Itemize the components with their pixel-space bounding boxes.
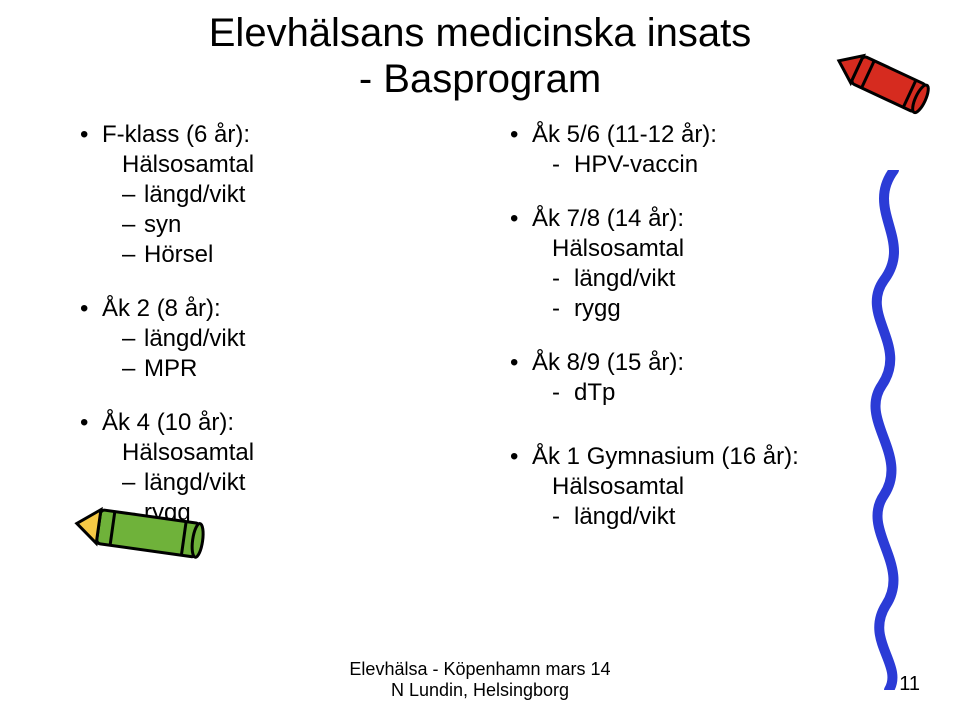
sub-item: - dTp (552, 378, 900, 408)
heading-text: Åk 2 (8 år): (102, 294, 221, 324)
sub-item: –MPR (122, 354, 470, 384)
dash-icon: - (552, 264, 574, 294)
dash-icon: – (122, 354, 144, 384)
sub-text: längd/vikt (144, 324, 245, 354)
sub-item: Hälsosamtal (552, 472, 900, 502)
heading-text: F-klass (6 år): (102, 120, 250, 150)
sub-text: längd/vikt (574, 264, 675, 294)
footer-line-2: N Lundin, Helsingborg (391, 680, 569, 700)
title-line-1: Elevhälsans medicinska insats (209, 11, 751, 55)
crayon-red-icon (820, 36, 940, 151)
slide: Elevhälsans medicinska insats - Basprogr… (0, 0, 960, 720)
heading-text: Åk 5/6 (11-12 år): (532, 120, 717, 150)
sub-item: –längd/vikt (122, 180, 470, 210)
sub-item: –längd/vikt (122, 324, 470, 354)
sub-item: –syn (122, 210, 470, 240)
bullet-dot-icon: • (80, 408, 102, 438)
bullet-ak89: • Åk 8/9 (15 år): (510, 348, 900, 378)
sub-list: Hälsosamtal –längd/vikt –syn –Hörsel (80, 150, 470, 270)
dash-icon: - (552, 294, 574, 324)
sub-text: längd/vikt (574, 502, 675, 532)
heading-text: Åk 1 Gymnasium (16 år): (532, 442, 799, 472)
sub-text: dTp (574, 378, 615, 408)
sub-item: Hälsosamtal (122, 150, 470, 180)
squiggle-blue-icon (854, 170, 924, 695)
sub-text: syn (144, 210, 181, 240)
bullet-gym: • Åk 1 Gymnasium (16 år): (510, 442, 900, 472)
page-number: 11 (899, 673, 920, 696)
sub-text: Hörsel (144, 240, 213, 270)
sub-text: längd/vikt (144, 180, 245, 210)
dash-icon: – (122, 180, 144, 210)
bullet-dot-icon: • (510, 204, 532, 234)
dash-icon: – (122, 240, 144, 270)
heading-text: Åk 4 (10 år): (102, 408, 234, 438)
dash-icon: – (122, 324, 144, 354)
content-columns: • F-klass (6 år): Hälsosamtal –längd/vik… (0, 102, 960, 556)
dash-icon: – (122, 210, 144, 240)
bullet-fklass: • F-klass (6 år): (80, 120, 470, 150)
group-ak78: • Åk 7/8 (14 år): Hälsosamtal -längd/vik… (510, 204, 900, 324)
footer: Elevhälsa - Köpenhamn mars 14 N Lundin, … (0, 659, 960, 702)
bullet-dot-icon: • (510, 442, 532, 472)
dash-icon: - (552, 378, 574, 408)
sub-list: Hälsosamtal -längd/vikt (510, 472, 900, 532)
sub-item: -HPV-vaccin (552, 150, 900, 180)
sub-item: Hälsosamtal (122, 438, 470, 468)
group-ak2: • Åk 2 (8 år): –längd/vikt –MPR (80, 294, 470, 384)
sub-list: Hälsosamtal -längd/vikt -rygg (510, 234, 900, 324)
dash-icon: - (552, 150, 574, 180)
bullet-dot-icon: • (510, 348, 532, 378)
sub-item: -längd/vikt (552, 502, 900, 532)
sub-item: -rygg (552, 294, 900, 324)
bullet-dot-icon: • (80, 294, 102, 324)
heading-text: Åk 7/8 (14 år): (532, 204, 684, 234)
heading-text: Åk 8/9 (15 år): (532, 348, 684, 378)
sub-text: MPR (144, 354, 197, 384)
sub-item: -längd/vikt (552, 264, 900, 294)
group-fklass: • F-klass (6 år): Hälsosamtal –längd/vik… (80, 120, 470, 270)
dash-icon: - (552, 502, 574, 532)
left-column: • F-klass (6 år): Hälsosamtal –längd/vik… (80, 120, 470, 556)
group-ak89: • Åk 8/9 (15 år): - dTp (510, 348, 900, 408)
sub-list: -HPV-vaccin (510, 150, 900, 180)
sub-list: –längd/vikt –MPR (80, 324, 470, 384)
crayon-green-icon (70, 494, 220, 579)
bullet-ak4: • Åk 4 (10 år): (80, 408, 470, 438)
bullet-ak78: • Åk 7/8 (14 år): (510, 204, 900, 234)
right-column: • Åk 5/6 (11-12 år): -HPV-vaccin • Åk 7/… (510, 120, 900, 556)
sub-item: Hälsosamtal (552, 234, 900, 264)
bullet-dot-icon: • (80, 120, 102, 150)
sub-text: HPV-vaccin (574, 150, 698, 180)
bullet-dot-icon: • (510, 120, 532, 150)
sub-item: –Hörsel (122, 240, 470, 270)
slide-title: Elevhälsans medicinska insats - Basprogr… (0, 0, 960, 102)
footer-line-1: Elevhälsa - Köpenhamn mars 14 (349, 659, 610, 679)
sub-text: rygg (574, 294, 621, 324)
bullet-ak2: • Åk 2 (8 år): (80, 294, 470, 324)
title-line-2: - Basprogram (359, 57, 601, 101)
sub-list: - dTp (510, 378, 900, 408)
group-gym: • Åk 1 Gymnasium (16 år): Hälsosamtal -l… (510, 442, 900, 532)
